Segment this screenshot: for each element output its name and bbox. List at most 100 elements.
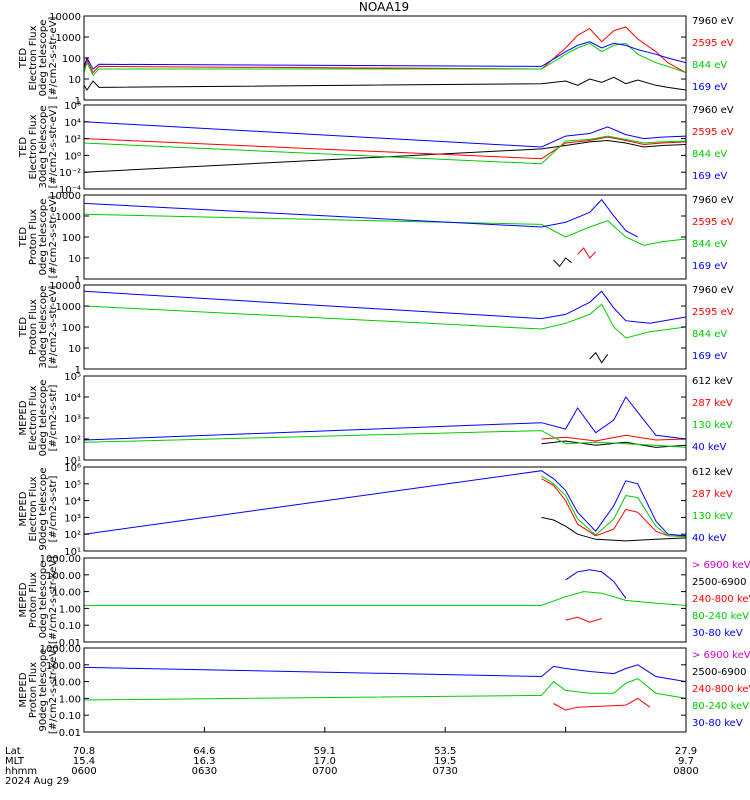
y-tick-label: 10¹	[64, 456, 81, 467]
y-axis-label-line: 0deg telescope	[38, 562, 49, 639]
series-group	[84, 26, 686, 91]
y-axis-label-line: MEPED	[18, 582, 29, 617]
legend-entry: 7960 eV	[692, 285, 734, 296]
y-axis-label-line: [#/cm2-s-str]	[48, 384, 59, 451]
y-axis-label-line: [#/cm2-s-str-eV]	[48, 286, 59, 369]
y-axis-label-line: MEPED	[18, 672, 29, 707]
y-tick-label: 1000.00	[40, 644, 81, 655]
y-axis-label-line: TED	[18, 227, 29, 248]
series-line-2	[541, 434, 686, 442]
legend-entry: 169 eV	[692, 82, 727, 93]
y-axis-label-line: Proton Flux	[28, 662, 39, 718]
legend-entry: > 6900 keV	[692, 650, 750, 661]
y-axis-label: TEDElectron Flux30deg telescope[#/cm2-s-…	[18, 105, 59, 188]
y-axis-label: TEDProton Flux0deg telescope[#/cm2-s-str…	[18, 196, 59, 279]
series-line-5	[84, 664, 686, 683]
x-tick-time: 0730	[432, 766, 457, 777]
series-line-3	[553, 697, 651, 711]
y-tick-label: 1	[75, 275, 81, 286]
legend-entry: 240-800 keV	[692, 684, 750, 695]
y-tick-label: 10000	[49, 12, 81, 23]
series-line-4	[84, 396, 686, 441]
x-tick-mlt: 16.3	[193, 756, 215, 767]
y-axis-label-line: Electron Flux	[28, 385, 39, 450]
series-line-1	[84, 139, 686, 173]
panel-frame	[83, 647, 687, 733]
x-tick-lat: 64.6	[193, 746, 215, 757]
legend-entry: 130 keV	[692, 511, 733, 522]
legend-entry: 2595 eV	[692, 127, 734, 138]
series-line-2	[84, 136, 686, 160]
series-line-4	[84, 678, 686, 701]
y-tick-label: 100.00	[46, 661, 81, 672]
y-tick-label: 1	[75, 365, 81, 376]
panel-6: 10¹ 10² 10³ 10⁴ 10⁵ 10⁶ MEPEDElectron Flux90de…	[18, 463, 733, 558]
y-axis-label-line: [#/cm2-s-str]	[48, 475, 59, 542]
legend-entry: 40 keV	[692, 533, 726, 544]
y-tick-label: 0.10	[59, 621, 81, 632]
panel-frame	[83, 466, 687, 552]
legend-entry: 844 eV	[692, 239, 727, 250]
series-line-2	[84, 26, 686, 74]
y-tick-label: 10	[68, 75, 81, 86]
y-axis-label-line: TED	[18, 317, 29, 338]
y-axis-label-line: [#/cm2-s-str-keV]	[48, 646, 59, 734]
legend-entry: 287 keV	[692, 398, 733, 409]
y-axis-label-line: 90deg telescope	[38, 467, 49, 550]
panel-2: 10⁻⁴ 10⁻² 10⁰ 10² 10⁴ 10⁶ TEDElectron Flux30de…	[18, 101, 734, 196]
legend-entry: 40 keV	[692, 442, 726, 453]
legend-entry: 844 eV	[692, 329, 727, 340]
x-tick-time: 0630	[192, 766, 217, 777]
x-tick-lat: 59.1	[314, 746, 336, 757]
y-axis-label: TEDElectron Flux0deg telescope[#/cm2-s-s…	[18, 17, 59, 100]
legend-entry: 2500-6900	[692, 667, 747, 678]
chart-title: NOAA19	[359, 0, 409, 14]
y-axis-label-line: TED	[18, 48, 29, 69]
series-line-3	[84, 303, 686, 339]
y-axis-label-line: Electron Flux	[28, 25, 39, 90]
series-line-3	[541, 475, 686, 538]
panel-frame	[83, 15, 687, 101]
y-tick-label: 1	[75, 96, 81, 107]
y-axis-label-line: [#/cm2-s-str-eV]	[48, 196, 59, 279]
y-tick-label: 10³	[64, 414, 81, 425]
y-tick-label: 10000	[49, 191, 81, 202]
panel-8: 0.010.101.0010.00100.001000.00MEPEDProto…	[18, 644, 750, 739]
y-axis-label: MEPEDProton Flux0deg telescope[#/cm2-s-s…	[18, 556, 59, 644]
series-group	[84, 396, 686, 448]
x-tick-mlt: 9.7	[678, 756, 694, 767]
y-tick-label: 10⁴	[64, 393, 81, 404]
y-tick-label: 10⁶	[64, 463, 81, 474]
x-tick-lat: 53.5	[434, 746, 456, 757]
legend-entry: 7960 eV	[692, 195, 734, 206]
y-tick-label: 10²	[64, 435, 81, 446]
y-axis-label: MEPEDElectron Flux90deg telescope[#/cm2-…	[18, 467, 59, 550]
panel-7: 0.010.101.0010.00100.001000.00MEPEDProto…	[18, 554, 750, 649]
y-axis-label-line: 0deg telescope	[38, 380, 49, 457]
series-line-4	[84, 290, 686, 324]
x-row-label-lat: Lat	[5, 746, 21, 757]
x-tick-mlt: 19.5	[434, 756, 456, 767]
legend-entry: 7960 eV	[692, 16, 734, 27]
y-tick-label: 10⁻²	[59, 168, 81, 179]
y-axis-label-line: Proton Flux	[28, 572, 39, 628]
panel-frame	[83, 375, 687, 461]
y-axis-label-line: 30deg telescope	[38, 285, 49, 368]
series-line-3	[565, 616, 602, 623]
y-tick-label: 10³	[64, 513, 81, 524]
y-axis-label-line: [#/cm2-s-str-eV]	[48, 106, 59, 189]
legend-entry: 80-240 keV	[692, 611, 749, 622]
series-line-4	[84, 41, 686, 70]
y-tick-label: 0.01	[59, 638, 81, 649]
y-axis-label-line: Electron Flux	[28, 114, 39, 179]
legend-entry: 2595 eV	[692, 307, 734, 318]
panel-frame	[83, 557, 687, 643]
y-axis-label-line: 30deg telescope	[38, 105, 49, 188]
y-tick-label: 10.00	[52, 588, 81, 599]
series-group	[84, 569, 686, 623]
y-tick-label: 100.00	[46, 571, 81, 582]
series-line-5	[565, 569, 627, 599]
